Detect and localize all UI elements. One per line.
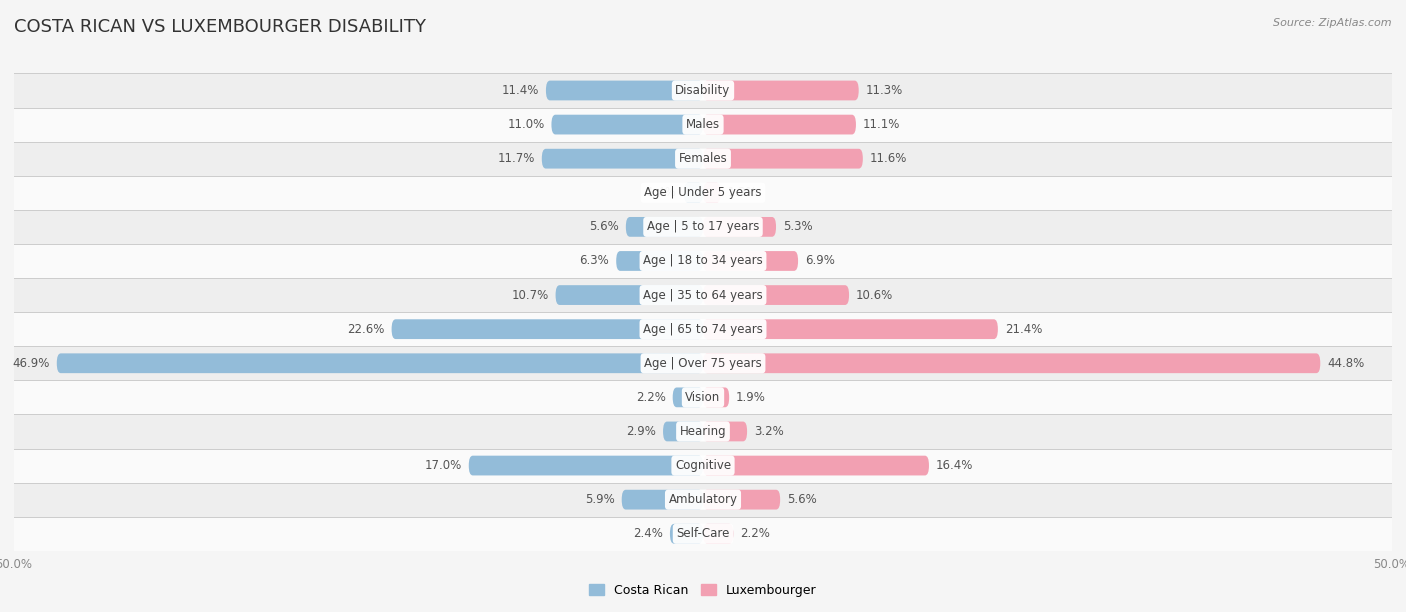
FancyBboxPatch shape bbox=[703, 524, 734, 543]
FancyBboxPatch shape bbox=[616, 251, 703, 271]
Text: Males: Males bbox=[686, 118, 720, 131]
FancyBboxPatch shape bbox=[14, 346, 1392, 380]
FancyBboxPatch shape bbox=[703, 217, 776, 237]
FancyBboxPatch shape bbox=[703, 456, 929, 476]
FancyBboxPatch shape bbox=[546, 81, 703, 100]
Text: 10.6%: 10.6% bbox=[856, 289, 893, 302]
FancyBboxPatch shape bbox=[669, 524, 703, 543]
Text: Age | 65 to 74 years: Age | 65 to 74 years bbox=[643, 323, 763, 335]
Text: 11.0%: 11.0% bbox=[508, 118, 544, 131]
Text: 2.2%: 2.2% bbox=[740, 528, 770, 540]
Text: 5.6%: 5.6% bbox=[589, 220, 619, 233]
Text: 3.2%: 3.2% bbox=[754, 425, 783, 438]
Text: 5.3%: 5.3% bbox=[783, 220, 813, 233]
Text: 17.0%: 17.0% bbox=[425, 459, 461, 472]
FancyBboxPatch shape bbox=[14, 73, 1392, 108]
FancyBboxPatch shape bbox=[392, 319, 703, 339]
FancyBboxPatch shape bbox=[14, 483, 1392, 517]
Text: 11.1%: 11.1% bbox=[863, 118, 900, 131]
FancyBboxPatch shape bbox=[703, 422, 747, 441]
Text: Age | Under 5 years: Age | Under 5 years bbox=[644, 186, 762, 200]
FancyBboxPatch shape bbox=[703, 353, 1320, 373]
FancyBboxPatch shape bbox=[14, 380, 1392, 414]
Text: 11.4%: 11.4% bbox=[502, 84, 538, 97]
FancyBboxPatch shape bbox=[551, 114, 703, 135]
FancyBboxPatch shape bbox=[14, 108, 1392, 141]
FancyBboxPatch shape bbox=[541, 149, 703, 168]
FancyBboxPatch shape bbox=[14, 210, 1392, 244]
Text: 10.7%: 10.7% bbox=[512, 289, 548, 302]
Text: 5.6%: 5.6% bbox=[787, 493, 817, 506]
FancyBboxPatch shape bbox=[703, 490, 780, 510]
FancyBboxPatch shape bbox=[703, 387, 730, 407]
FancyBboxPatch shape bbox=[703, 81, 859, 100]
Text: Hearing: Hearing bbox=[679, 425, 727, 438]
FancyBboxPatch shape bbox=[703, 319, 998, 339]
FancyBboxPatch shape bbox=[14, 449, 1392, 483]
FancyBboxPatch shape bbox=[14, 312, 1392, 346]
FancyBboxPatch shape bbox=[703, 114, 856, 135]
Text: 1.3%: 1.3% bbox=[728, 186, 758, 200]
FancyBboxPatch shape bbox=[468, 456, 703, 476]
Text: Females: Females bbox=[679, 152, 727, 165]
FancyBboxPatch shape bbox=[683, 183, 703, 203]
Text: 11.6%: 11.6% bbox=[870, 152, 907, 165]
Text: 21.4%: 21.4% bbox=[1005, 323, 1042, 335]
FancyBboxPatch shape bbox=[621, 490, 703, 510]
Text: 6.9%: 6.9% bbox=[806, 255, 835, 267]
FancyBboxPatch shape bbox=[672, 387, 703, 407]
FancyBboxPatch shape bbox=[14, 141, 1392, 176]
Text: 22.6%: 22.6% bbox=[347, 323, 385, 335]
Text: Source: ZipAtlas.com: Source: ZipAtlas.com bbox=[1274, 18, 1392, 28]
Text: Disability: Disability bbox=[675, 84, 731, 97]
FancyBboxPatch shape bbox=[703, 183, 721, 203]
FancyBboxPatch shape bbox=[555, 285, 703, 305]
Text: COSTA RICAN VS LUXEMBOURGER DISABILITY: COSTA RICAN VS LUXEMBOURGER DISABILITY bbox=[14, 18, 426, 36]
Text: 16.4%: 16.4% bbox=[936, 459, 973, 472]
Text: Age | 18 to 34 years: Age | 18 to 34 years bbox=[643, 255, 763, 267]
FancyBboxPatch shape bbox=[664, 422, 703, 441]
Text: Ambulatory: Ambulatory bbox=[668, 493, 738, 506]
FancyBboxPatch shape bbox=[626, 217, 703, 237]
FancyBboxPatch shape bbox=[56, 353, 703, 373]
FancyBboxPatch shape bbox=[14, 278, 1392, 312]
Text: 44.8%: 44.8% bbox=[1327, 357, 1364, 370]
Text: 1.9%: 1.9% bbox=[737, 391, 766, 404]
Text: Age | 35 to 64 years: Age | 35 to 64 years bbox=[643, 289, 763, 302]
FancyBboxPatch shape bbox=[14, 244, 1392, 278]
Text: 11.7%: 11.7% bbox=[498, 152, 534, 165]
Text: 46.9%: 46.9% bbox=[13, 357, 49, 370]
Text: Vision: Vision bbox=[685, 391, 721, 404]
FancyBboxPatch shape bbox=[703, 285, 849, 305]
Text: Cognitive: Cognitive bbox=[675, 459, 731, 472]
FancyBboxPatch shape bbox=[14, 414, 1392, 449]
Text: Self-Care: Self-Care bbox=[676, 528, 730, 540]
Text: 2.9%: 2.9% bbox=[626, 425, 657, 438]
FancyBboxPatch shape bbox=[14, 517, 1392, 551]
Text: 5.9%: 5.9% bbox=[585, 493, 614, 506]
Text: 2.4%: 2.4% bbox=[633, 528, 664, 540]
FancyBboxPatch shape bbox=[14, 176, 1392, 210]
Text: 11.3%: 11.3% bbox=[866, 84, 903, 97]
FancyBboxPatch shape bbox=[703, 251, 799, 271]
FancyBboxPatch shape bbox=[703, 149, 863, 168]
Text: Age | Over 75 years: Age | Over 75 years bbox=[644, 357, 762, 370]
Text: 6.3%: 6.3% bbox=[579, 255, 609, 267]
Text: 2.2%: 2.2% bbox=[636, 391, 666, 404]
Text: 1.4%: 1.4% bbox=[647, 186, 676, 200]
Text: Age | 5 to 17 years: Age | 5 to 17 years bbox=[647, 220, 759, 233]
Legend: Costa Rican, Luxembourger: Costa Rican, Luxembourger bbox=[585, 579, 821, 602]
